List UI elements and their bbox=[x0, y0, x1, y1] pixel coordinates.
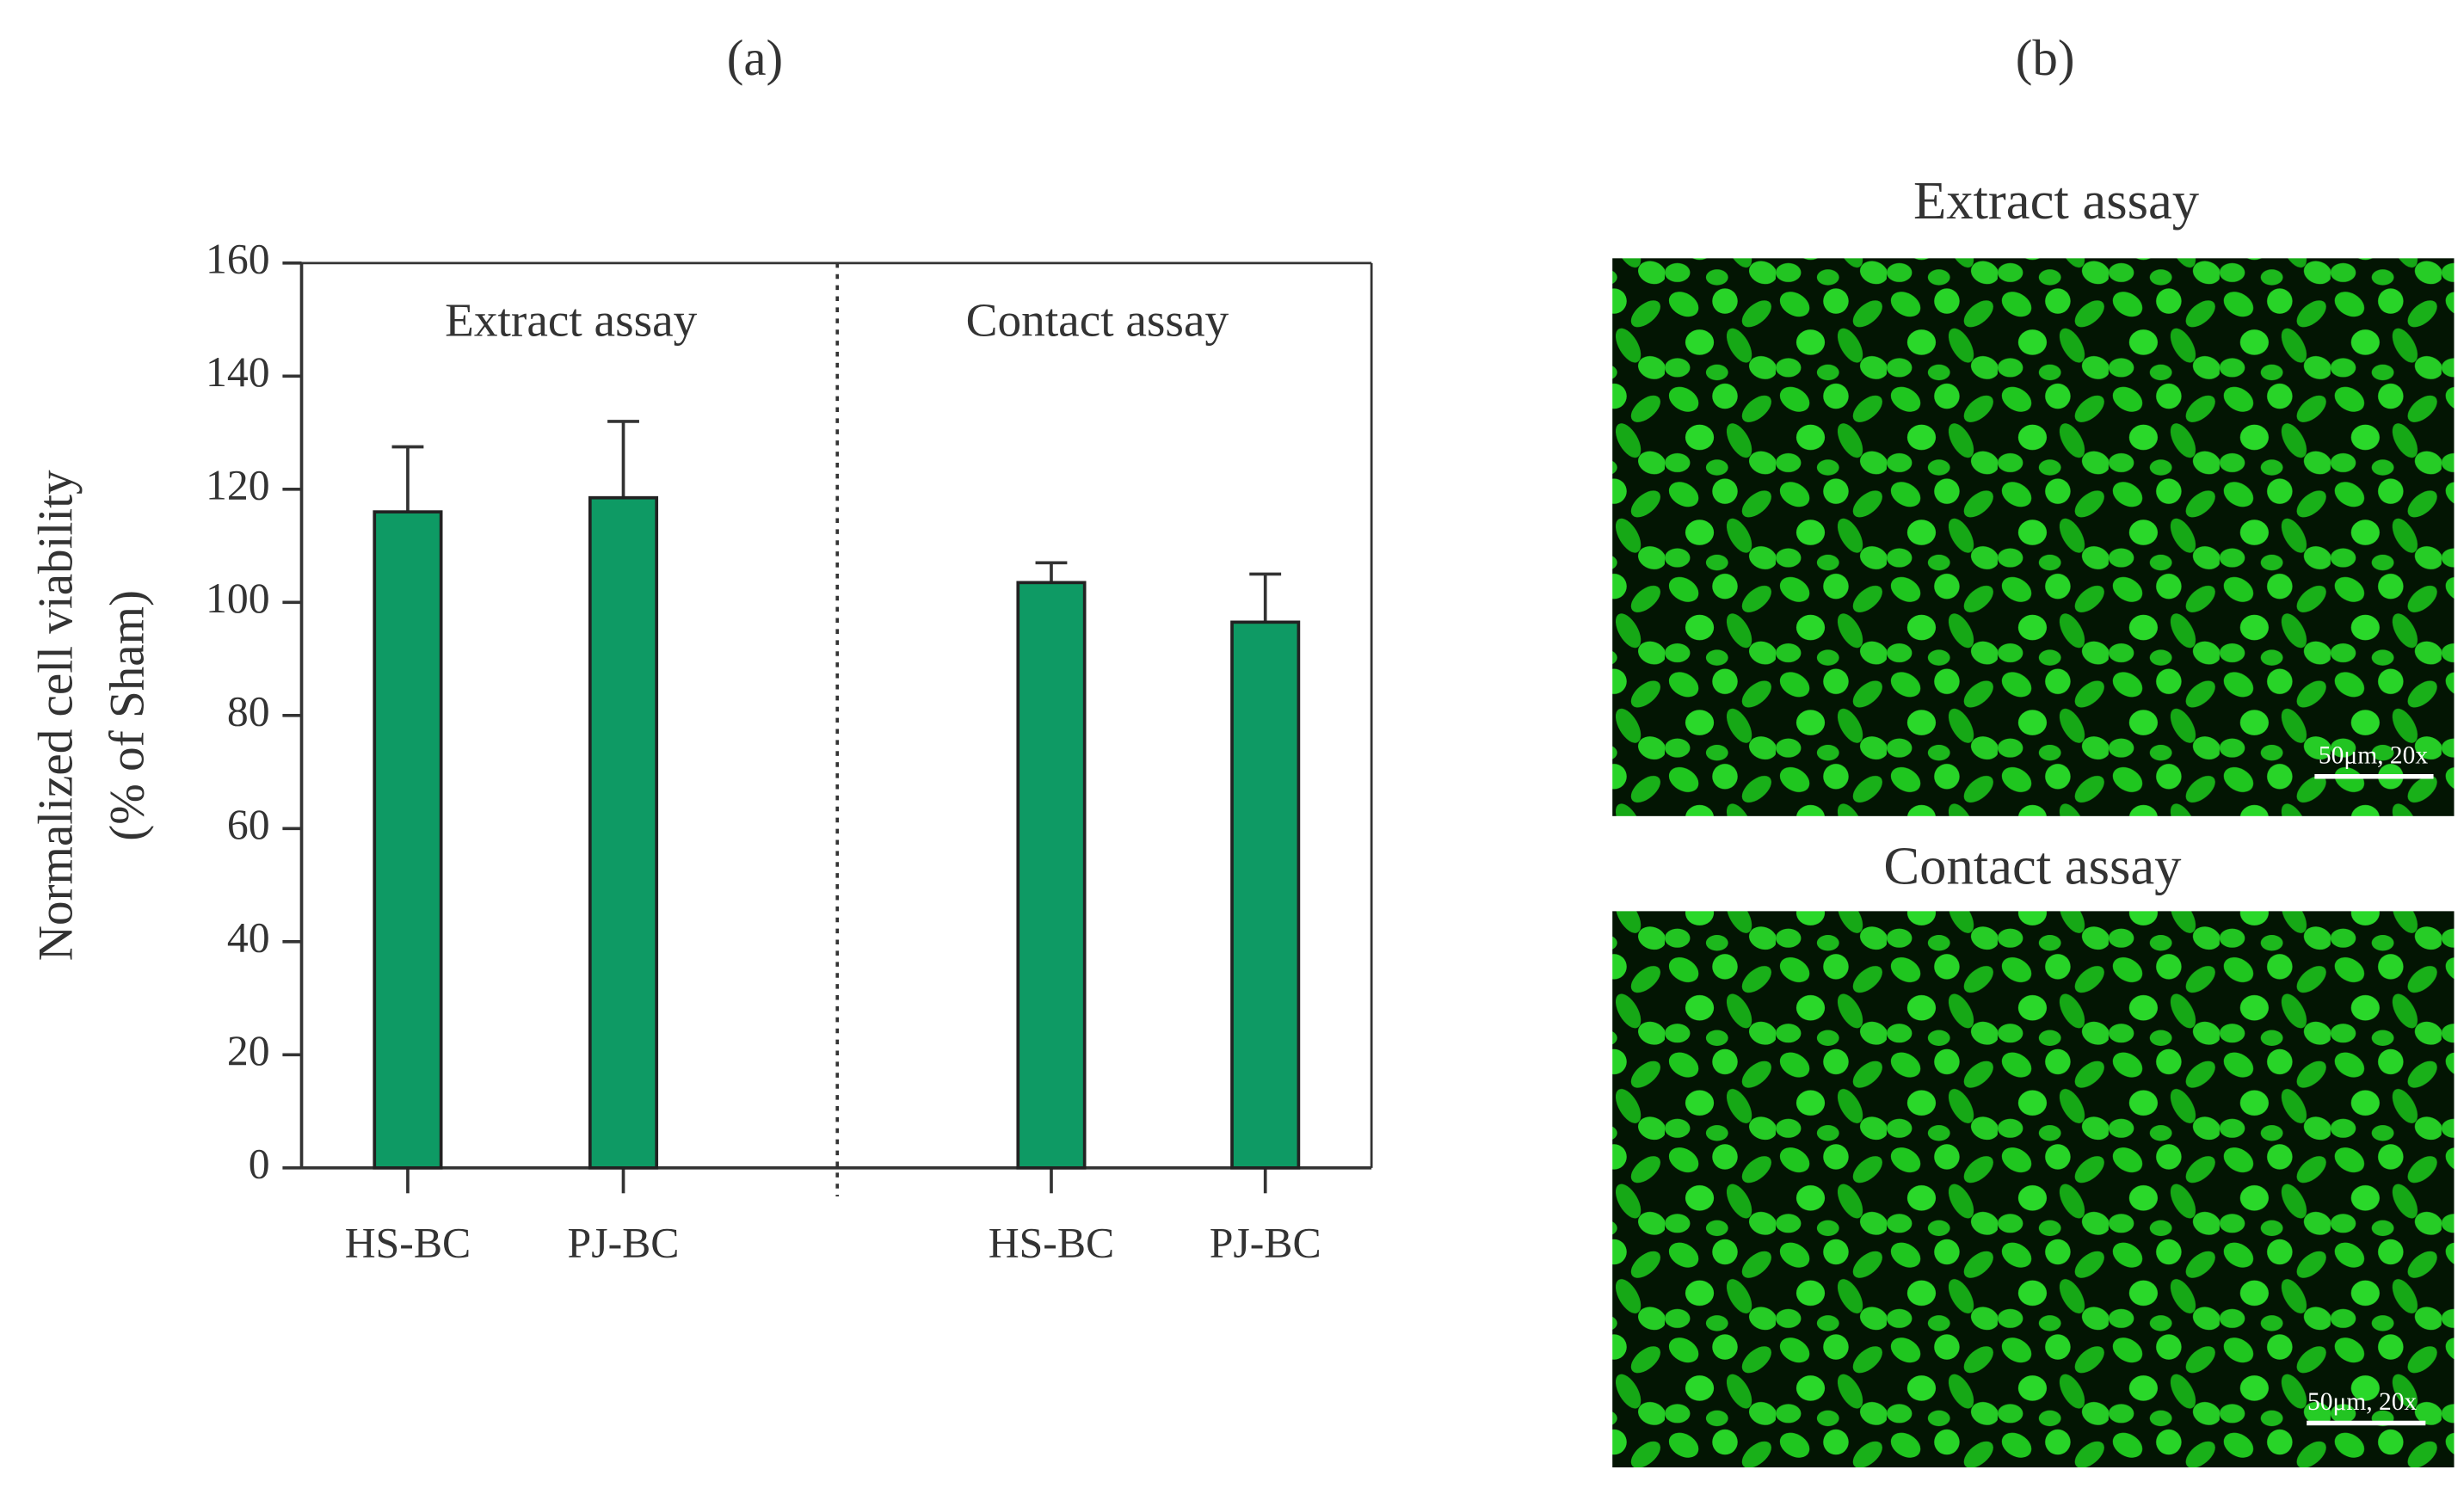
x-tick-label: HS-BC bbox=[345, 1219, 471, 1266]
panel-label: (b) bbox=[2016, 29, 2075, 86]
bar bbox=[1016, 581, 1087, 1170]
y-tick-label: 0 bbox=[249, 1140, 270, 1187]
bar bbox=[588, 495, 659, 1170]
scale-bar-label: 50μm, 20x bbox=[2319, 741, 2428, 769]
bar bbox=[373, 510, 443, 1170]
y-tick-label: 140 bbox=[206, 348, 270, 396]
panel-label: (a) bbox=[727, 29, 783, 86]
y-tick-label: 120 bbox=[206, 461, 270, 508]
image-title: Extract assay bbox=[1913, 170, 2200, 231]
y-tick-label: 100 bbox=[206, 575, 270, 622]
y-tick-label: 20 bbox=[227, 1027, 270, 1074]
y-tick-label: 60 bbox=[227, 801, 270, 848]
x-tick-label: PJ-BC bbox=[1210, 1219, 1321, 1266]
group-label: Contact assay bbox=[966, 293, 1229, 346]
y-axis-label: Normalized cell viability bbox=[29, 470, 83, 961]
y-tick-label: 160 bbox=[206, 235, 270, 282]
group-label: Extract assay bbox=[445, 293, 697, 346]
x-tick-label: PJ-BC bbox=[568, 1219, 680, 1266]
micrograph bbox=[1612, 258, 2455, 816]
y-tick-label: 80 bbox=[227, 687, 270, 735]
x-tick-label: HS-BC bbox=[989, 1219, 1114, 1266]
scale-bar-label: 50μm, 20x bbox=[2307, 1388, 2417, 1416]
y-axis-label: (% of Sham) bbox=[100, 590, 154, 841]
bar bbox=[1230, 620, 1301, 1170]
y-tick-label: 40 bbox=[227, 913, 270, 961]
micrograph bbox=[1612, 911, 2455, 1468]
image-title: Contact assay bbox=[1883, 836, 2182, 896]
